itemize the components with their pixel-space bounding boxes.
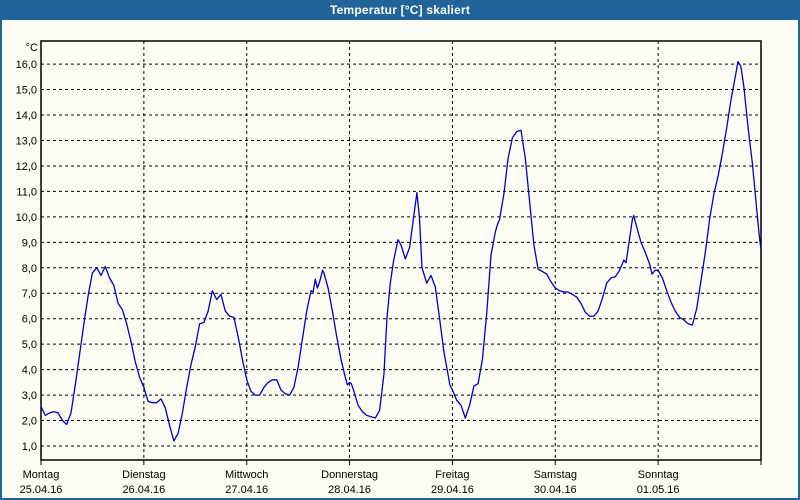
y-tick-label: 5,0 — [22, 339, 37, 351]
day-name-label: Mittwoch — [225, 469, 268, 481]
day-date-label: 27.04.16 — [225, 484, 268, 496]
y-tick-label: 4,0 — [22, 365, 37, 377]
y-tick-label: 12,0 — [16, 161, 37, 173]
day-date-label: 29.04.16 — [431, 484, 474, 496]
y-tick-label: 6,0 — [22, 314, 37, 326]
day-name-label: Samstag — [534, 469, 577, 481]
y-tick-label: 1,0 — [22, 441, 37, 453]
y-tick-label: 14,0 — [16, 110, 37, 122]
day-date-label: 01.05.16 — [637, 484, 680, 496]
day-date-label: 30.04.16 — [534, 484, 577, 496]
y-axis-unit-label: °C — [26, 42, 38, 54]
day-name-label: Sonntag — [638, 469, 679, 481]
day-date-label: 28.04.16 — [328, 484, 371, 496]
day-date-label: 25.04.16 — [20, 484, 63, 496]
y-tick-label: 7,0 — [22, 288, 37, 300]
y-tick-label: 3,0 — [22, 390, 37, 402]
y-tick-label: 13,0 — [16, 135, 37, 147]
temperature-line — [40, 60, 762, 442]
day-date-label: 26.04.16 — [122, 484, 165, 496]
y-tick-label: 11,0 — [16, 186, 37, 198]
y-tick-label: 8,0 — [22, 263, 37, 275]
day-name-label: Montag — [23, 469, 60, 481]
y-tick-label: 2,0 — [22, 416, 37, 428]
day-name-label: Donnerstag — [321, 469, 378, 481]
y-tick-label: 9,0 — [22, 237, 37, 249]
window-title: Temperatur [°C] skaliert — [329, 3, 471, 17]
y-tick-label: 10,0 — [16, 212, 37, 224]
day-name-label: Freitag — [435, 469, 469, 481]
window-titlebar[interactable]: Temperatur [°C] skaliert — [0, 0, 800, 20]
day-name-label: Dienstag — [122, 469, 165, 481]
y-tick-label: 16,0 — [16, 59, 37, 71]
y-tick-label: 15,0 — [16, 85, 37, 97]
